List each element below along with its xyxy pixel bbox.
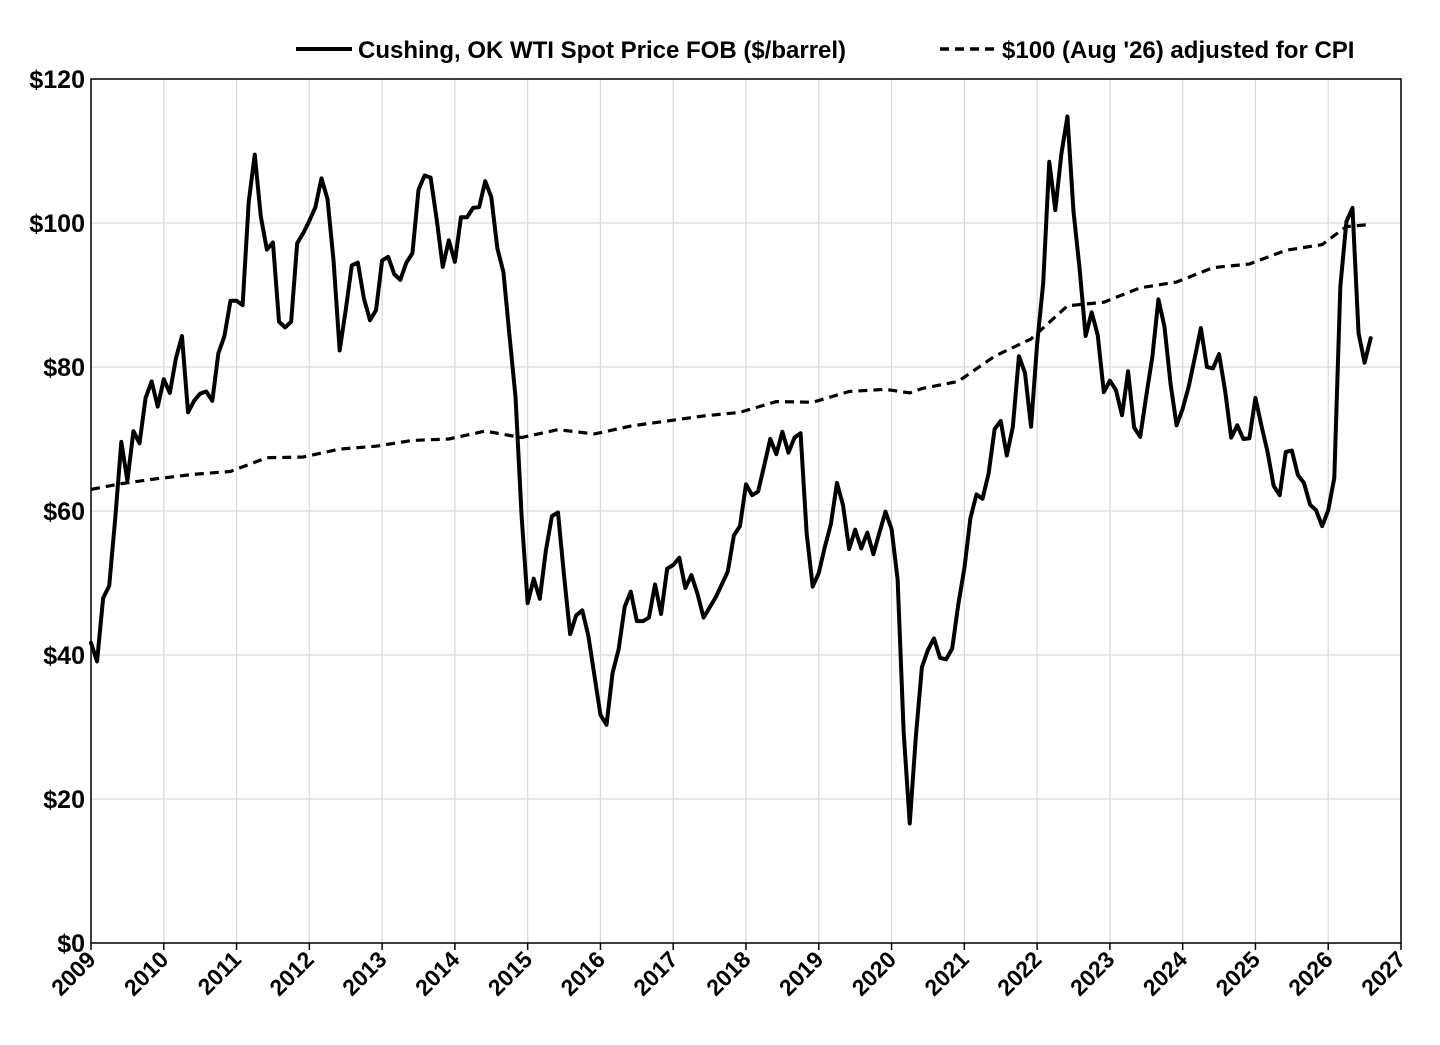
series-line-cpi-adjusted [90,222,1371,491]
x-tick-label: 2009 [46,946,101,1001]
x-tick-label: 2017 [628,946,683,1001]
y-tick-label: $80 [43,354,85,382]
x-tick-label: 2015 [483,946,538,1001]
x-tick-label: 2013 [337,946,392,1001]
legend-item-wti: Cushing, OK WTI Spot Price FOB ($/barrel… [296,37,846,64]
x-tick-label: 2011 [192,946,246,1000]
y-axis-ticks: $0 $20 $40 $60 $80 $100 $120 [29,66,85,958]
y-tick-label: $20 [43,786,85,814]
x-tick-label: 2027 [1356,946,1411,1001]
x-tick-label: 2010 [119,946,174,1001]
y-tick-label: $60 [43,498,85,526]
y-tick-label: $40 [43,642,85,670]
legend-label-cpi: $100 (Aug '26) adjusted for CPI [1002,37,1354,64]
y-tick-label: $100 [29,210,85,238]
x-tick-label: 2016 [555,946,610,1001]
legend: Cushing, OK WTI Spot Price FOB ($/barrel… [296,37,1354,64]
series-line-wti [89,114,1373,826]
x-tick-label: 2018 [701,946,756,1001]
x-tick-label: 2024 [1138,946,1193,1001]
x-tick-label: 2026 [1283,946,1338,1001]
x-tick-label: 2012 [264,946,319,1001]
x-tick-label: 2014 [410,946,465,1001]
y-tick-label: $120 [29,66,85,94]
x-tick-label: 2023 [1065,946,1120,1001]
legend-label-wti: Cushing, OK WTI Spot Price FOB ($/barrel… [358,37,846,64]
legend-item-cpi: $100 (Aug '26) adjusted for CPI [940,37,1354,64]
gridlines [90,78,1402,944]
x-axis-ticks: 2009 2010 2011 2012 2013 2014 2015 2016 2017 2018… [46,943,1411,1001]
series-lines [89,114,1373,826]
x-tick-label: 2025 [1210,946,1265,1001]
x-tick-label: 2021 [919,946,974,1001]
y-tick-label: $0 [57,930,85,958]
x-tick-label: 2022 [992,946,1047,1001]
x-tick-label: 2020 [847,946,902,1001]
x-tick-label: 2019 [774,946,829,1001]
